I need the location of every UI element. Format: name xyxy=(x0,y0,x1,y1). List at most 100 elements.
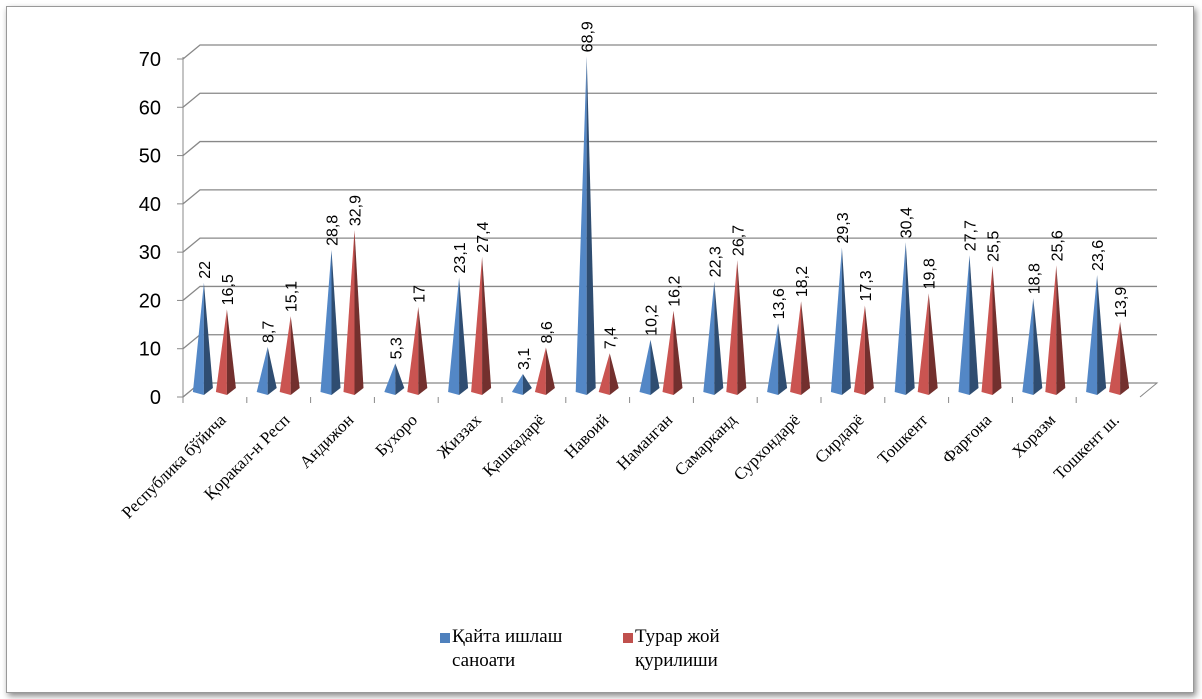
x-tick-label: Фарғона xyxy=(938,410,995,467)
cone-left-face xyxy=(598,353,610,395)
value-label: 16,2 xyxy=(667,276,684,307)
cone-right-face xyxy=(928,293,938,395)
cone-left-face xyxy=(853,305,865,395)
value-label: 23,6 xyxy=(1090,240,1107,271)
cone-right-face xyxy=(1120,321,1130,395)
cone-left-face xyxy=(790,301,802,395)
value-label: 19,8 xyxy=(922,258,939,289)
cone xyxy=(575,56,596,395)
value-label: 7,4 xyxy=(603,327,620,349)
cone xyxy=(471,256,492,395)
cone xyxy=(853,305,874,395)
cone-left-face xyxy=(575,56,587,395)
cone-right-face xyxy=(395,363,405,395)
cone-right-face xyxy=(354,230,364,395)
value-label: 26,7 xyxy=(730,225,747,256)
cone-right-face xyxy=(673,310,683,395)
cone xyxy=(1109,321,1130,395)
cone-left-face xyxy=(448,277,460,395)
cone xyxy=(215,309,236,395)
cone xyxy=(320,249,341,395)
cone xyxy=(1045,265,1066,395)
x-tick-label: Қашкадарё xyxy=(479,410,549,480)
cone-right-face xyxy=(1056,265,1066,395)
cone-right-face xyxy=(737,260,747,395)
cone-left-face xyxy=(1109,321,1121,395)
cone-left-face xyxy=(320,249,332,395)
x-tick-label: Сурхондарё xyxy=(730,410,804,484)
cone-right-face xyxy=(459,277,469,395)
value-label: 16,5 xyxy=(220,274,237,305)
cone-right-face xyxy=(864,305,874,395)
legend-swatch xyxy=(623,633,633,643)
value-label: 17 xyxy=(411,285,428,303)
cone xyxy=(343,230,364,395)
cone-left-face xyxy=(534,347,546,395)
grid-line xyxy=(182,140,1157,157)
cone-left-face xyxy=(981,265,993,395)
cone-right-face xyxy=(992,265,1002,395)
x-tick-label: Наманган xyxy=(613,410,676,473)
x-tick-label: Республика бўйича xyxy=(118,410,230,522)
cone xyxy=(894,242,915,395)
grid-line xyxy=(182,189,1157,205)
legend-swatch xyxy=(440,633,450,643)
value-label: 10,2 xyxy=(644,305,661,336)
x-tick-label: Андижон xyxy=(296,410,358,472)
cone-left-face xyxy=(726,260,738,395)
cone-right-face xyxy=(586,56,596,395)
value-label: 8,7 xyxy=(261,321,278,343)
cone xyxy=(192,282,213,395)
value-label: 18,8 xyxy=(1026,263,1043,294)
cone-right-face xyxy=(905,242,915,395)
x-tick-label: Тошкент xyxy=(874,410,932,468)
x-tick-label: Навоий xyxy=(561,410,613,462)
cone-left-face xyxy=(384,363,396,395)
y-tick-label: 10 xyxy=(139,339,161,361)
value-label: 22,3 xyxy=(707,246,724,277)
cone xyxy=(790,301,811,395)
cone xyxy=(703,281,724,395)
value-label: 13,9 xyxy=(1113,287,1130,318)
y-tick-label: 70 xyxy=(139,49,161,71)
cone xyxy=(384,363,405,395)
cone-right-face xyxy=(969,255,979,395)
y-tick-label: 50 xyxy=(139,146,161,168)
grid-line xyxy=(182,285,1157,301)
cone-left-face xyxy=(830,247,842,395)
value-label: 18,2 xyxy=(794,266,811,297)
cone-right-face xyxy=(609,353,619,395)
cone xyxy=(917,293,938,395)
cone-left-face xyxy=(511,374,523,395)
grid-line xyxy=(182,92,1157,108)
cone xyxy=(598,353,619,395)
cone-right-face xyxy=(801,301,811,395)
cone-right-face xyxy=(226,309,236,395)
value-label: 30,4 xyxy=(899,207,916,238)
x-tick-label: Хоразм xyxy=(1008,410,1059,461)
x-tick-label: Бухоро xyxy=(371,410,421,460)
value-label: 68,9 xyxy=(580,21,597,52)
value-label: 29,3 xyxy=(835,212,852,243)
cone xyxy=(981,265,1002,395)
cone-left-face xyxy=(343,230,355,395)
cone-left-face xyxy=(1045,265,1057,395)
cone-left-face xyxy=(703,281,715,395)
cone-right-face xyxy=(650,339,660,395)
legend-label: Қайта ишлаш саноати xyxy=(452,626,563,671)
cone-right-face xyxy=(267,346,277,395)
cone xyxy=(958,255,979,395)
cone-right-face xyxy=(290,316,300,395)
cone-left-face xyxy=(192,282,204,395)
grid-line xyxy=(182,44,1157,60)
x-tick-label: Жиззах xyxy=(433,410,485,462)
cone-left-face xyxy=(471,256,483,395)
cone-right-face xyxy=(778,323,788,395)
cone xyxy=(830,247,851,395)
y-tick-label: 60 xyxy=(139,97,161,119)
value-label: 22 xyxy=(197,261,214,279)
cone-right-face xyxy=(522,374,532,395)
cone-right-face xyxy=(482,256,492,395)
cone-left-face xyxy=(407,306,419,395)
value-label: 17,3 xyxy=(858,270,875,301)
